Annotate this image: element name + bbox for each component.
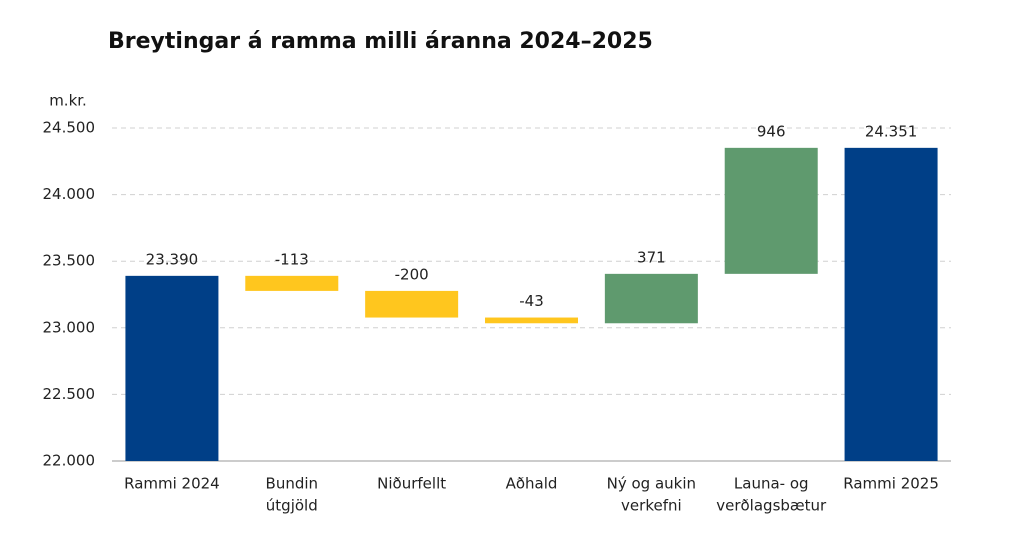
chart-title: Breytingar á ramma milli áranna 2024–202…	[108, 29, 653, 54]
value-label: -200	[395, 265, 429, 283]
y-tick-label: 23.000	[43, 318, 96, 336]
bar	[485, 317, 578, 324]
y-tick-label: 23.500	[43, 252, 96, 270]
y-tick-label: 24.000	[43, 185, 96, 203]
value-label: 24.351	[865, 122, 918, 140]
x-tick-label: Niðurfellt	[377, 475, 446, 493]
bar	[724, 147, 818, 274]
bar	[365, 290, 459, 318]
bar	[245, 275, 339, 291]
x-tick-label: verðlagsbætur	[716, 497, 827, 515]
bar	[125, 275, 219, 461]
x-tick-label: Rammi 2025	[843, 475, 939, 493]
x-tick-label: verkefni	[621, 497, 682, 515]
x-tick-label: Aðhald	[506, 475, 558, 493]
y-axis-label: m.kr.	[49, 92, 87, 110]
x-tick-label: Rammi 2024	[124, 475, 220, 493]
bar	[604, 273, 698, 324]
value-label: -43	[519, 292, 544, 310]
y-tick-label: 22.000	[43, 452, 96, 470]
x-tick-label: Bundin	[266, 475, 319, 493]
bar	[844, 147, 938, 461]
value-label: 23.390	[146, 250, 199, 268]
value-label: -113	[275, 250, 309, 268]
value-label: 946	[757, 122, 786, 140]
x-tick-label: Ný og aukin	[607, 475, 696, 493]
y-tick-label: 24.500	[43, 119, 96, 137]
x-tick-label: Launa- og	[734, 475, 809, 493]
x-tick-label: útgjöld	[266, 497, 318, 515]
value-label: 371	[637, 248, 666, 266]
y-tick-label: 22.500	[43, 385, 96, 403]
